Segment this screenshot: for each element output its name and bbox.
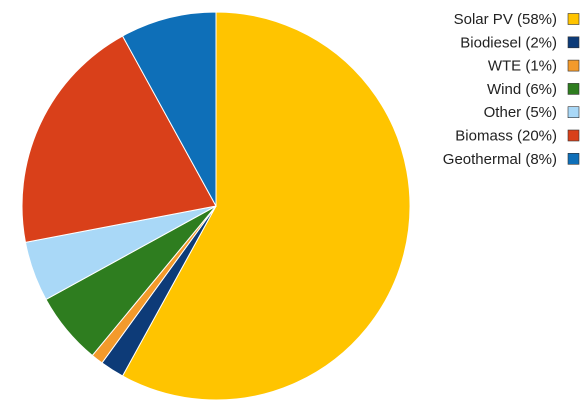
legend-label-geothermal: Geothermal (8%) bbox=[443, 151, 557, 168]
legend-item-wte: WTE (1%) bbox=[488, 58, 580, 75]
legend-label-solar-pv: Solar PV (58%) bbox=[454, 11, 557, 28]
legend: Solar PV (58%) Biodiesel (2%) WTE (1%) Wind… bbox=[443, 11, 580, 168]
legend-swatch-biomass bbox=[567, 129, 580, 142]
legend-label-biodiesel: Biodiesel (2%) bbox=[460, 34, 557, 51]
pie-slice-biomass bbox=[21, 35, 217, 243]
pie-slices bbox=[21, 11, 411, 401]
legend-swatch-wind bbox=[567, 83, 580, 95]
legend-item-biomass: Biomass (20%) bbox=[455, 128, 580, 145]
legend-swatch-geothermal bbox=[567, 153, 580, 165]
legend-item-biodiesel: Biodiesel (2%) bbox=[460, 34, 580, 51]
legend-swatch-biodiesel bbox=[567, 36, 580, 49]
legend-item-wind: Wind (6%) bbox=[487, 81, 580, 98]
legend-label-wte: WTE (1%) bbox=[488, 58, 557, 75]
legend-item-other: Other (5%) bbox=[484, 104, 580, 121]
legend-item-geothermal: Geothermal (8%) bbox=[443, 151, 580, 168]
legend-item-solar-pv: Solar PV (58%) bbox=[454, 11, 580, 28]
pie-slice-geothermal bbox=[121, 11, 217, 207]
legend-label-wind: Wind (6%) bbox=[487, 81, 557, 98]
legend-swatch-solar-pv bbox=[567, 13, 580, 25]
pie-slice-solar-pv bbox=[121, 11, 411, 401]
legend-label-biomass: Biomass (20%) bbox=[455, 128, 557, 145]
legend-swatch-other bbox=[567, 106, 580, 118]
legend-label-other: Other (5%) bbox=[484, 104, 557, 121]
legend-swatch-wte bbox=[567, 59, 580, 72]
